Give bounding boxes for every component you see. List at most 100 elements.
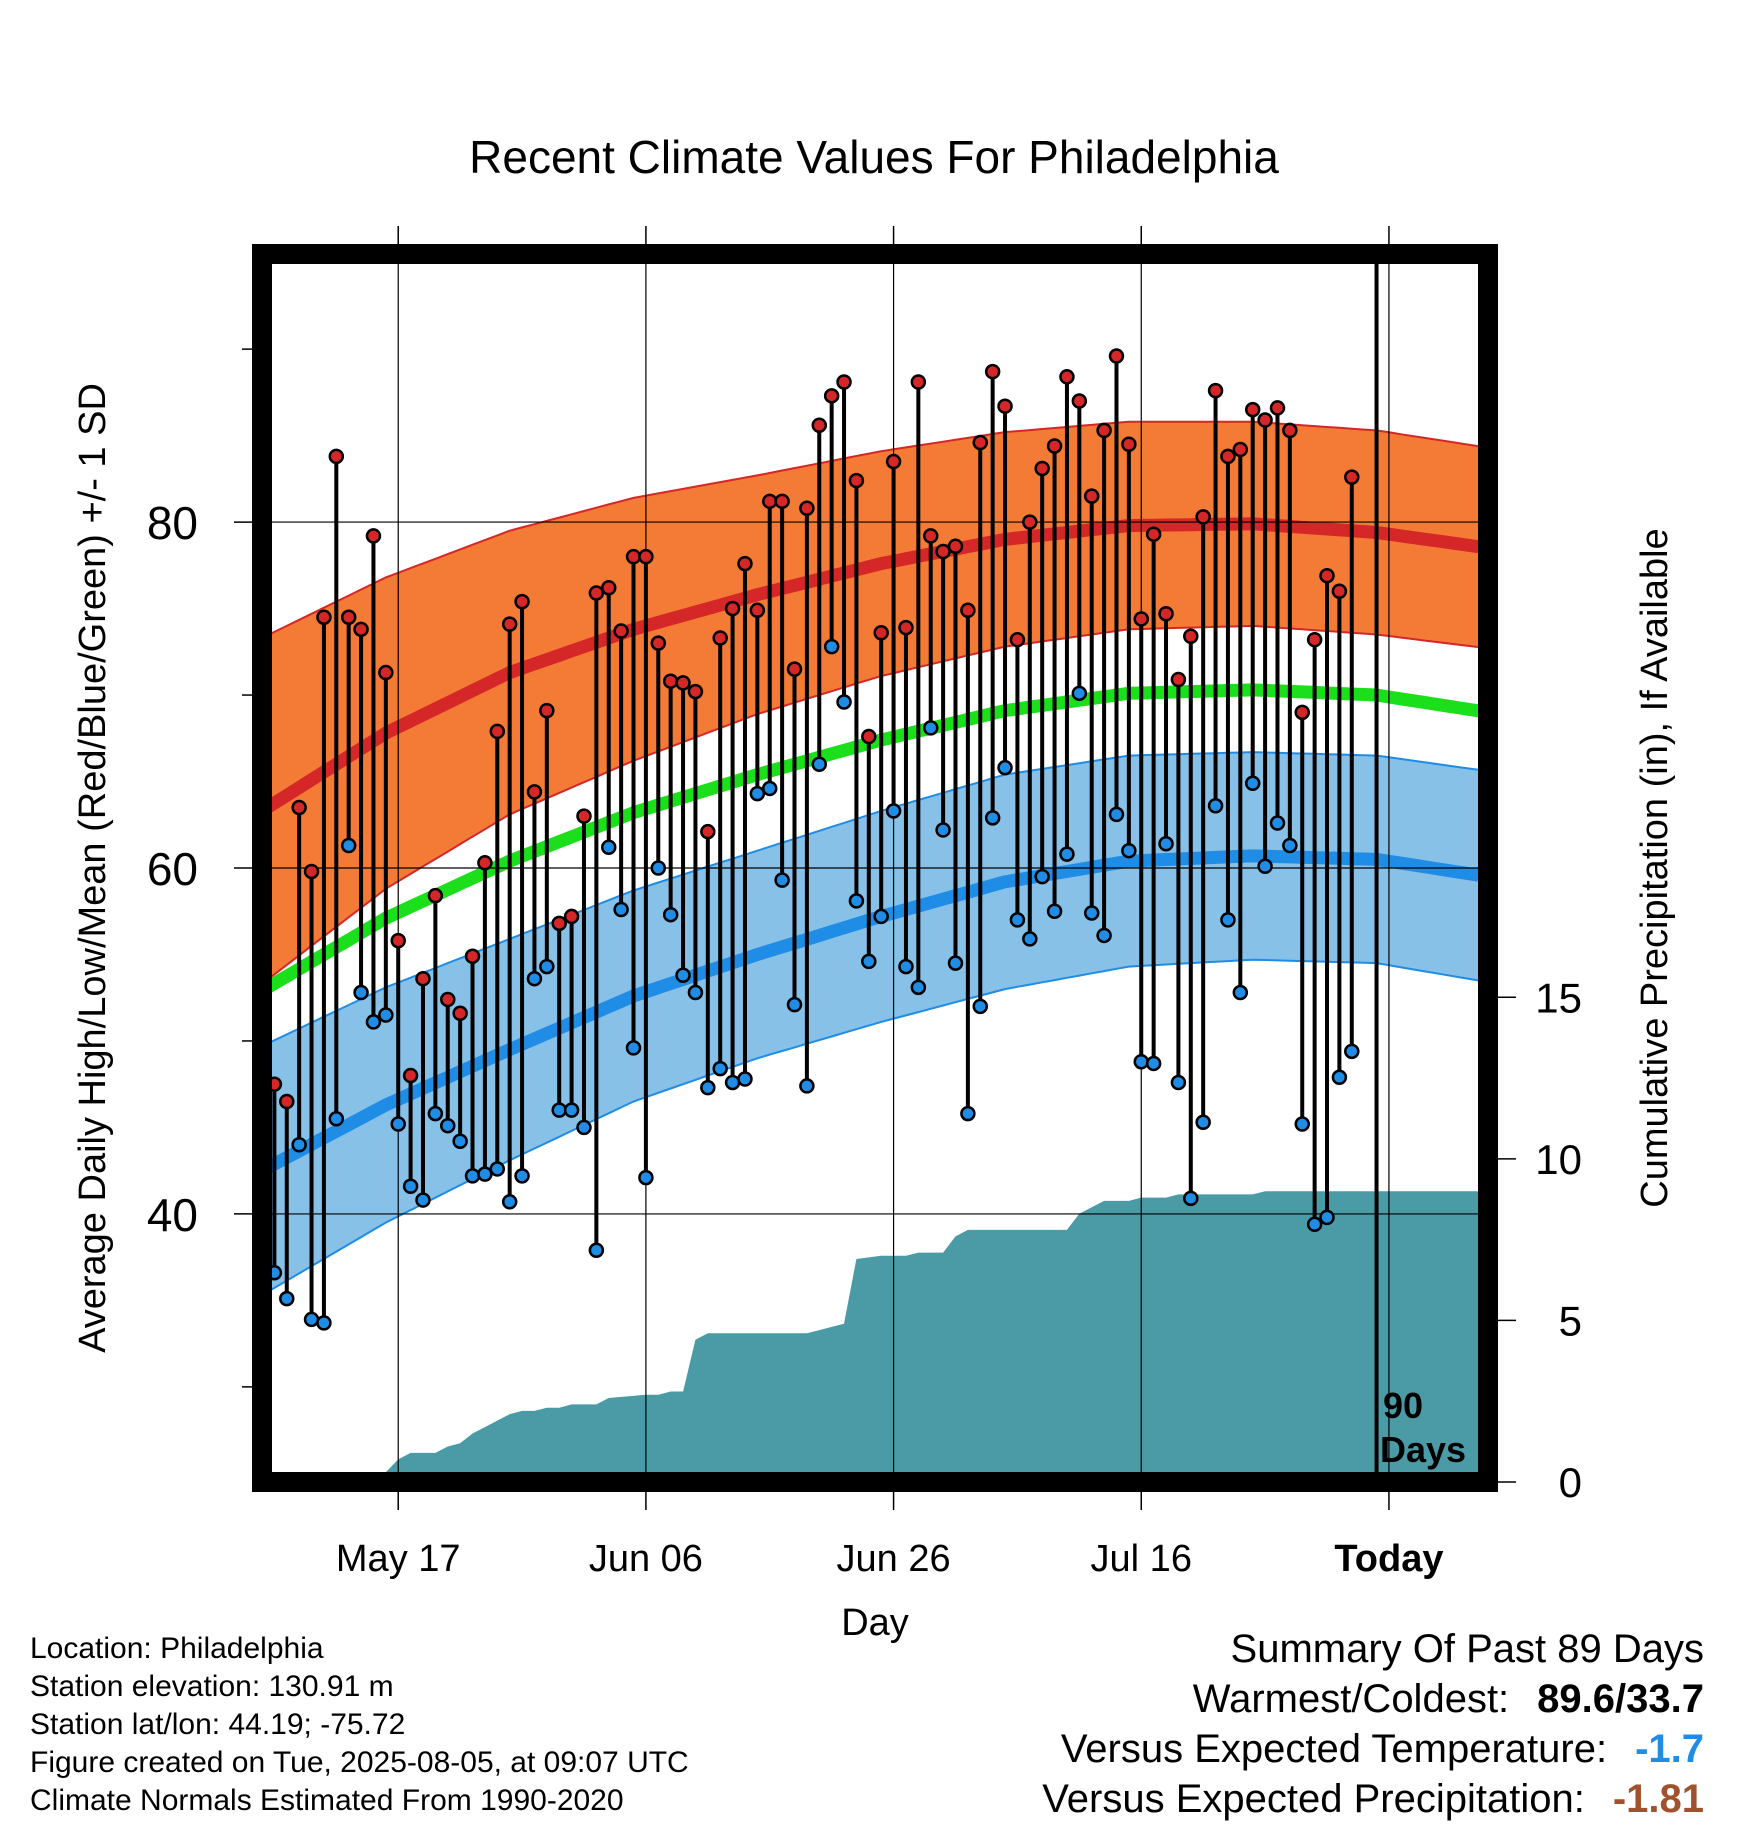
daily-high-point [340,609,357,625]
daily-high-point [514,593,530,610]
daily-high-point [724,600,741,617]
summary-warmest-row: Warmest/Coldest: 89.6/33.7 [1042,1674,1704,1724]
daily-high-point [402,1067,419,1084]
chart-title: Recent Climate Values For Philadelphia [469,131,1279,183]
location-text: Location: Philadelphia [30,1632,324,1665]
daily-high-point [1331,583,1348,600]
daily-high-point [464,948,481,964]
daily-high-point [1158,606,1174,622]
temp-value: -1.7 [1635,1727,1704,1771]
plot-border [252,244,1498,1492]
daily-high-point [613,623,629,639]
y-left-tick-label: 60 [147,843,198,895]
daily-high-point [501,616,518,632]
daily-high-point [600,580,617,596]
daily-high-point [922,528,939,544]
daily-low-point [947,955,964,971]
daily-high-point [836,374,852,390]
daily-low-point [873,908,889,925]
daily-low-point [1121,842,1137,859]
low-normal-band [262,751,1488,1297]
daily-high-point [1269,400,1286,416]
daily-high-point [1344,469,1360,485]
daily-high-point [873,625,889,641]
daily-low-point [353,984,369,1001]
summary-panel: Summary Of Past 89 Days Warmest/Coldest:… [1042,1624,1704,1824]
summary-temp-row: Versus Expected Temperature: -1.7 [1042,1724,1704,1774]
daily-high-point [415,970,431,987]
daily-low-point [1306,1216,1323,1233]
daily-low-point [452,1133,468,1150]
daily-high-point [1244,401,1261,418]
daily-high-point [1009,631,1026,648]
daily-low-point [1244,775,1261,792]
daily-low-point [378,1007,394,1023]
daily-low-point [786,996,803,1013]
daily-low-point [737,1071,753,1087]
daily-low-point [1220,912,1236,928]
daily-high-point [291,799,307,816]
high-normal-band [262,420,1488,986]
daily-low-point [898,958,914,975]
daily-high-point [675,675,691,691]
daily-high-point [551,915,567,932]
daily-low-point [588,1242,605,1258]
daily-high-point [328,448,345,465]
daily-high-point [625,548,642,565]
daily-high-point [786,661,803,677]
y-right-tick-label: 0 [1559,1459,1582,1506]
daily-low-point [402,1178,419,1194]
daily-high-point [712,630,728,646]
daily-low-point [1158,836,1174,852]
daily-low-point [1331,1069,1348,1086]
daily-high-point [588,585,605,601]
summary-precip-row: Versus Expected Precipitation: -1.81 [1042,1774,1704,1824]
mean-normal-line [262,683,1488,997]
daily-high-point [997,398,1013,414]
daily-low-point [390,1116,406,1132]
daily-low-point [972,998,989,1015]
daily-low-point [328,1111,345,1127]
daily-low-point [625,1040,642,1056]
daily-high-point [1022,514,1038,530]
daily-high-point [687,683,704,700]
daily-low-point [749,785,766,802]
daily-high-point [811,417,828,433]
daily-low-point [514,1168,530,1184]
daily-low-point [935,822,951,838]
x-tick-label: May 17 [336,1538,461,1580]
daily-low-point [687,984,704,1001]
daily-high-point [526,784,543,800]
daily-high-point [440,991,456,1008]
x-tick-label: Today [1334,1538,1443,1580]
normals-text: Climate Normals Estimated From 1990-2020 [30,1784,624,1817]
daily-high-point [774,493,790,510]
daily-high-point [972,434,989,451]
daily-low-point [885,803,902,819]
daily-high-point [960,602,976,619]
period-marker-label-top: 90 [1383,1385,1423,1426]
daily-high-point [1133,611,1150,627]
daily-high-point [1121,436,1137,453]
daily-high-point [1108,348,1125,364]
daily-low-point [910,979,927,996]
daily-low-point [291,1136,307,1153]
daily-high-point [1071,393,1088,409]
precip-label: Versus Expected Precipitation: [1042,1777,1585,1821]
daily-high-point [378,664,394,681]
daily-low-point [1046,903,1063,919]
daily-low-point [1145,1055,1162,1072]
daily-high-point [452,1005,468,1022]
y-right-tick-label: 15 [1535,974,1582,1021]
daily-high-point [1096,422,1112,439]
x-tick-label: Jul 16 [1091,1538,1192,1580]
daily-high-point [848,472,865,489]
station-info: Location: Philadelphia Station elevation… [30,1630,689,1820]
daily-low-point [316,1315,332,1331]
y-right-tick-label: 5 [1559,1297,1582,1344]
daily-low-point [1170,1074,1187,1091]
daily-high-point [799,500,815,516]
warmest-label: Warmest/Coldest: [1192,1677,1510,1721]
daily-high-point [935,543,951,560]
